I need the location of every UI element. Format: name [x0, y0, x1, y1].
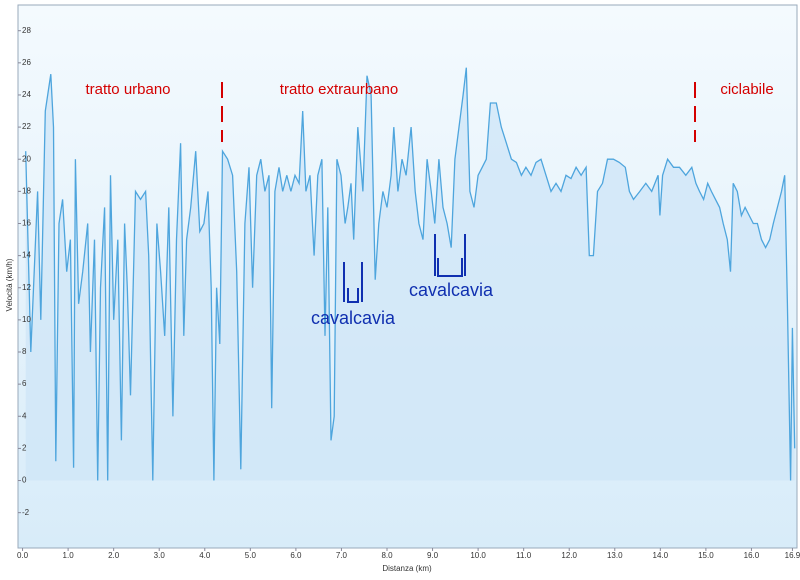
- y-tick-label: 26: [22, 58, 31, 67]
- x-tick-label: 6.0: [290, 551, 302, 560]
- x-tick-label: 5.0: [245, 551, 257, 560]
- x-tick-label: 0.0: [17, 551, 29, 560]
- y-tick-label: 4: [22, 411, 27, 420]
- x-tick-label: 14.0: [653, 551, 669, 560]
- section-dividers: [221, 82, 696, 142]
- annotation: cavalcavia: [311, 308, 396, 328]
- x-tick-label: 11.0: [516, 551, 532, 560]
- annotation: tratto extraurbano: [280, 81, 398, 98]
- y-tick-label: 16: [22, 219, 31, 228]
- y-tick-label: 12: [22, 283, 31, 292]
- x-tick-label: 3.0: [154, 551, 166, 560]
- y-tick-label: 28: [22, 26, 31, 35]
- area-fill: [25, 67, 795, 481]
- x-tick-label: 15.0: [698, 551, 714, 560]
- x-tick-label: 7.0: [336, 551, 348, 560]
- x-tick-label: 1.0: [63, 551, 75, 560]
- bracket: [434, 234, 466, 277]
- x-tick-label: 12.0: [561, 551, 577, 560]
- x-tick-label: 10.0: [470, 551, 486, 560]
- x-tick-label: 2.0: [108, 551, 120, 560]
- x-tick-label: 16.0: [744, 551, 760, 560]
- annotation: ciclabile: [720, 81, 773, 98]
- annotation: tratto urbano: [85, 81, 170, 98]
- y-tick-label: 2: [22, 444, 27, 453]
- y-tick-label: 0: [22, 476, 27, 485]
- x-tick-label: 8.0: [381, 551, 393, 560]
- annotation: cavalcavia: [409, 280, 494, 300]
- y-tick-label: -2: [22, 508, 30, 517]
- y-tick-label: 18: [22, 186, 31, 195]
- y-tick-label: 20: [22, 154, 31, 163]
- x-tick-label: 13.0: [607, 551, 623, 560]
- x-tick-label: 9.0: [427, 551, 439, 560]
- x-axis-label: Distanza (km): [382, 564, 432, 573]
- y-tick-label: 6: [22, 379, 27, 388]
- y-tick-label: 24: [22, 90, 31, 99]
- speed-line: [25, 67, 796, 481]
- x-tick-label: 16.9: [785, 551, 800, 560]
- y-tick-label: 14: [22, 251, 31, 260]
- plot: [25, 67, 796, 481]
- x-tick-label: 4.0: [199, 551, 211, 560]
- y-tick-label: 8: [22, 347, 27, 356]
- y-tick-label: 22: [22, 122, 31, 131]
- y-tick-label: 10: [22, 315, 31, 324]
- bracket: [343, 262, 363, 303]
- y-axis-label: Velocità (km/h): [5, 258, 14, 311]
- brackets: [343, 234, 466, 303]
